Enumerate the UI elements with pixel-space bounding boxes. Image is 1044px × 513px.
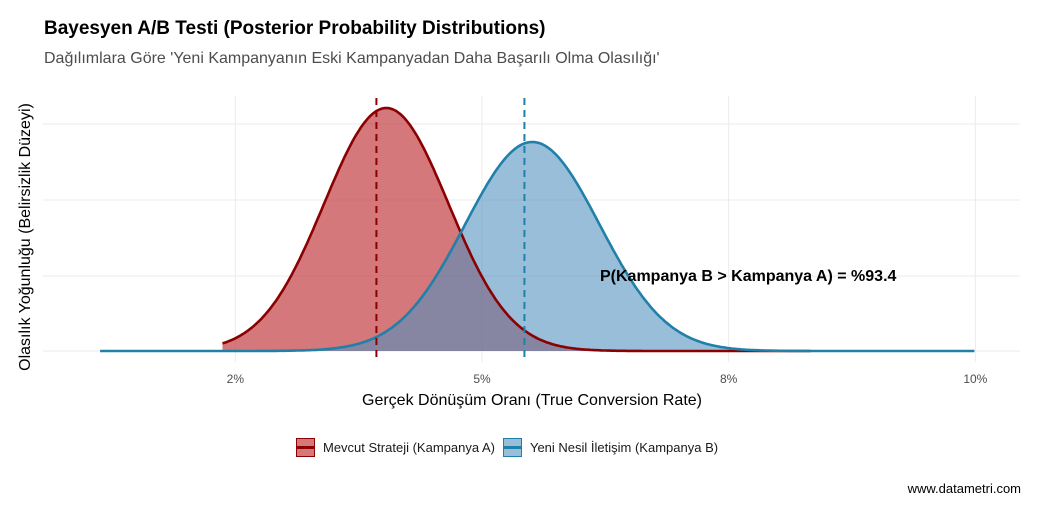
mean-lines [375,98,526,362]
chart-title: Bayesyen A/B Testi (Posterior Probabilit… [44,18,546,39]
legend-item-b: Yeni Nesil İletişim (Kampanya B) [502,438,719,457]
credit-text: www.datametri.com [907,481,1021,496]
legend: Mevcut Strateji (Kampanya A) Yeni Nesil … [296,438,726,457]
x-tick-label: 5% [473,372,491,386]
legend-label-b: Yeni Nesil İletişim (Kampanya B) [529,440,719,455]
legend-label-a: Mevcut Strateji (Kampanya A) [323,440,495,455]
x-axis-label: Gerçek Dönüşüm Oranı (True Conversion Ra… [362,392,702,409]
x-tick-label: 10% [963,372,988,386]
x-tick-label: 8% [720,372,738,386]
x-tick-label: 2% [226,372,244,386]
legend-item-a: Mevcut Strateji (Kampanya A) [296,438,495,457]
chart-subtitle: Dağılımlara Göre 'Yeni Kampanyanın Eski … [44,50,660,67]
legend-key-b [502,438,522,457]
legend-key-a [296,438,315,457]
density-series [100,106,976,353]
probability-annotation: P(Kampanya B > Kampanya A) = %93.4 [600,268,897,285]
